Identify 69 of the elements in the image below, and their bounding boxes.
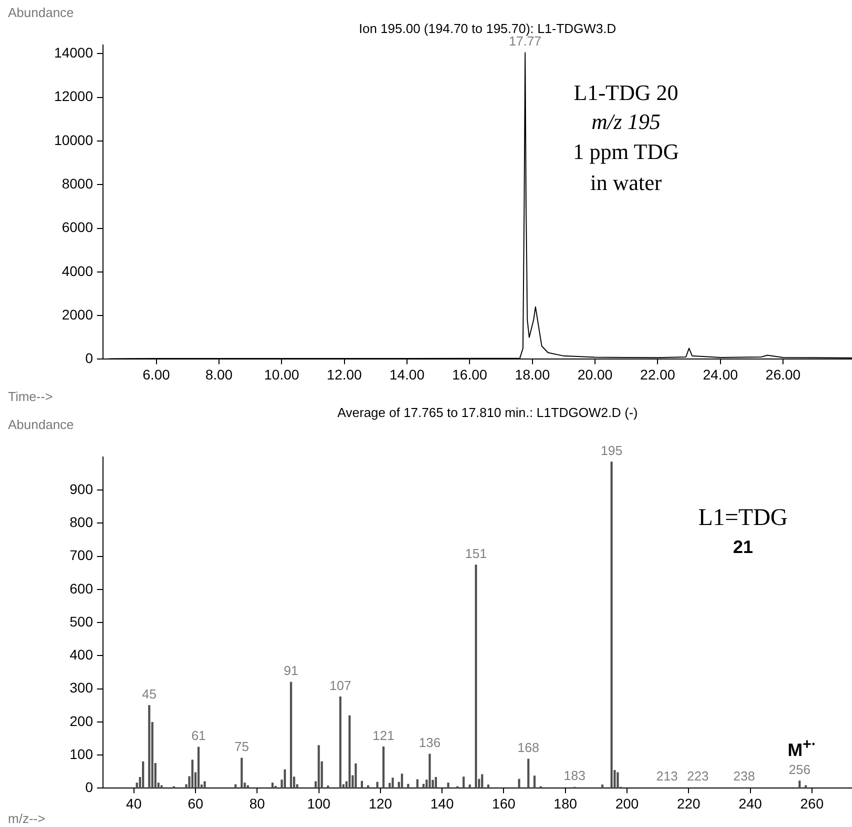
annotation: m/z 195 [590, 108, 662, 136]
x-tick-label: 26.00 [766, 366, 801, 382]
annotation: L1-TDG 20 [572, 79, 680, 107]
y-tick-label: 0 [85, 350, 94, 366]
y-tick-label: 0 [85, 779, 94, 796]
x-tick-label: 24.00 [702, 366, 738, 382]
x-tick-label: 40 [126, 795, 142, 812]
y-axis-title: Abundance [8, 5, 74, 20]
y-tick-label: 8000 [62, 176, 94, 192]
y-tick-label: 200 [70, 712, 94, 729]
y-axis-title: Abundance [8, 417, 74, 432]
y-tick-label: 400 [70, 646, 94, 663]
y-tick-label: 2000 [62, 306, 94, 322]
x-tick-label: 12.00 [326, 366, 362, 382]
annotation: M$^{+·}$ [788, 736, 816, 760]
annotation: 75 [234, 739, 249, 754]
y-tick-label: 14000 [54, 44, 94, 61]
x-tick-label: 20.00 [577, 366, 613, 382]
y-tick-label: 900 [70, 480, 94, 497]
y-tick-label: 700 [70, 547, 94, 564]
x-axis-title: m/z--> [8, 811, 46, 826]
x-axis-title: Time--> [8, 389, 53, 404]
x-tick-label: 220 [676, 795, 701, 812]
x-tick-label: 260 [800, 795, 824, 812]
x-tick-label: 80 [249, 795, 266, 812]
annotation: L1=TDG [697, 504, 789, 532]
y-tick-label: 600 [70, 580, 94, 596]
annotation: 223 [687, 768, 709, 784]
annotation: 238 [733, 768, 755, 784]
annotation: 213 [656, 768, 678, 784]
x-tick-label: 240 [738, 795, 762, 812]
annotation: 91 [284, 663, 298, 678]
annotation: 45 [142, 686, 156, 702]
x-tick-label: 160 [492, 795, 516, 812]
x-tick-label: 18.00 [514, 366, 550, 382]
x-tick-label: 6.00 [142, 366, 170, 382]
annotation: 61 [191, 728, 206, 744]
x-tick-label: 200 [615, 795, 639, 812]
y-tick-label: 10000 [54, 132, 94, 148]
annotation: 107 [329, 678, 352, 693]
chart-title: Ion 195.00 (194.70 to 195.70): L1-TDGW3.D [358, 21, 616, 36]
y-tick-label: 300 [70, 680, 94, 696]
x-tick-label: 180 [554, 795, 578, 812]
annotation: 1 ppm TDG [572, 138, 680, 166]
annotation: 121 [372, 728, 394, 743]
y-tick-label: 100 [70, 746, 94, 762]
annotation: 183 [564, 768, 586, 784]
x-tick-label: 14.00 [389, 366, 425, 382]
x-tick-label: 120 [368, 795, 392, 812]
x-tick-label: 140 [430, 795, 454, 812]
annotation: 195 [600, 442, 622, 458]
y-tick-label: 500 [70, 613, 94, 630]
y-tick-label: 800 [70, 514, 94, 530]
annotation: 21 [732, 536, 754, 559]
y-tick-label: 6000 [62, 219, 94, 236]
x-tick-label: 100 [307, 795, 331, 812]
annotation: 256 [788, 762, 810, 777]
y-tick-label: 12000 [54, 88, 94, 104]
x-tick-label: 60 [188, 795, 204, 812]
x-tick-label: 10.00 [264, 366, 300, 382]
annotation: 136 [418, 735, 441, 750]
chart-title: Average of 17.765 to 17.810 min.: L1TDGOW2.D (-) [337, 405, 638, 420]
annotation: in water [589, 169, 663, 197]
annotation: 151 [465, 546, 487, 561]
annotation: 168 [518, 740, 540, 756]
y-tick-label: 4000 [62, 262, 94, 279]
x-tick-label: 22.00 [640, 366, 676, 382]
x-tick-label: 8.00 [205, 366, 233, 382]
x-tick-label: 16.00 [452, 366, 488, 382]
